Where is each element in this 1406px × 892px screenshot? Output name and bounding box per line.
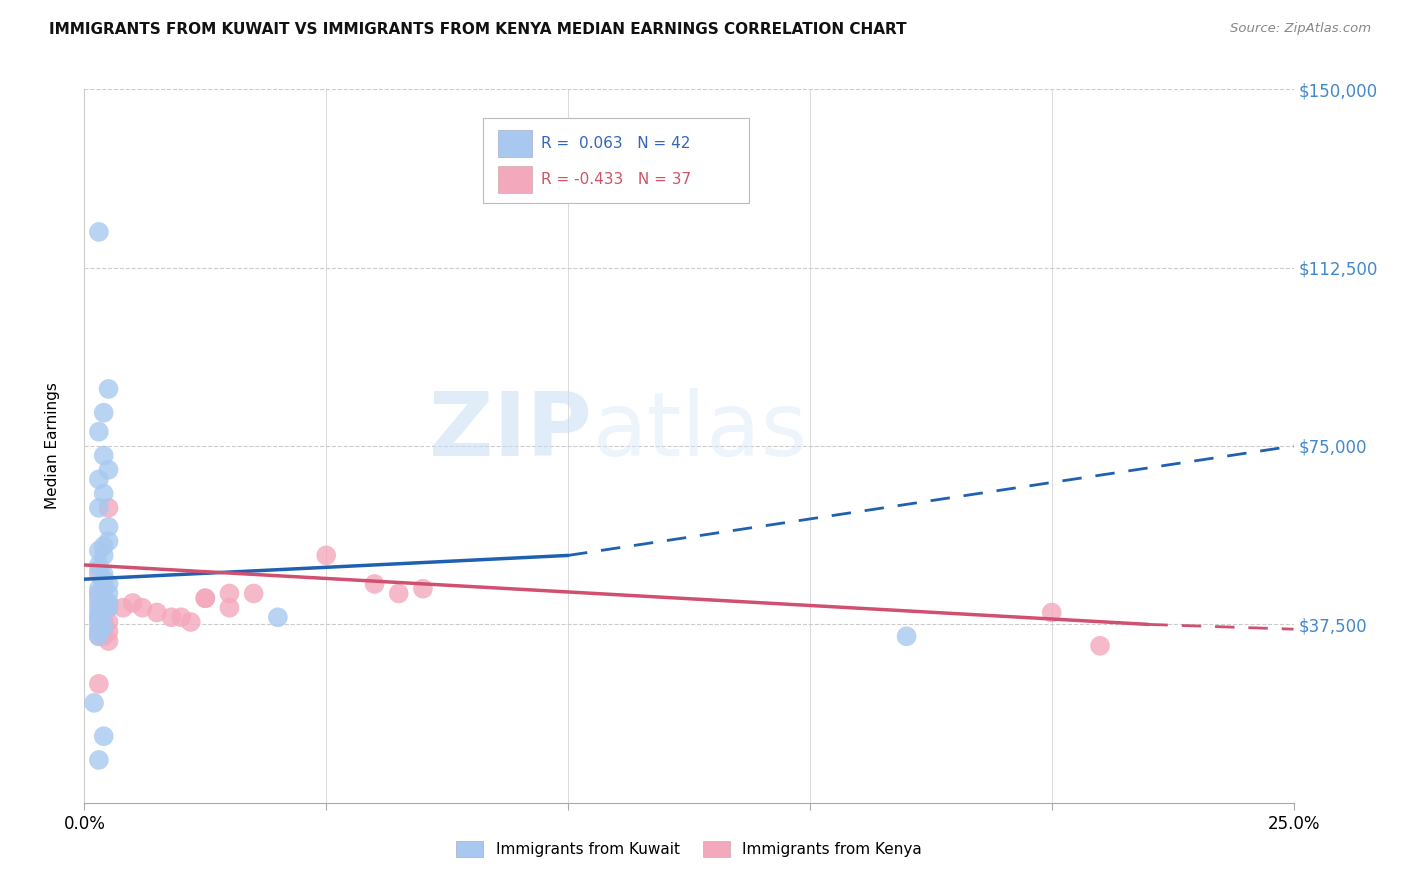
Point <box>121 596 143 610</box>
Point <box>87 596 110 610</box>
Point <box>87 563 110 577</box>
Point <box>87 600 110 615</box>
Point <box>87 629 110 643</box>
Point <box>97 520 120 534</box>
Point <box>87 591 110 606</box>
Point <box>87 586 110 600</box>
Point <box>93 620 115 634</box>
Point <box>315 549 337 563</box>
Point <box>97 615 120 629</box>
Point <box>267 610 290 624</box>
Point <box>87 582 110 596</box>
Text: R = -0.433   N = 37: R = -0.433 N = 37 <box>541 171 692 186</box>
Point <box>93 549 115 563</box>
Point <box>170 610 193 624</box>
Point <box>112 600 135 615</box>
Point <box>93 615 115 629</box>
Point <box>87 472 110 486</box>
Point <box>87 629 110 643</box>
Point <box>87 500 110 515</box>
Point <box>93 620 115 634</box>
Text: ZIP: ZIP <box>429 388 592 475</box>
Point <box>87 624 110 639</box>
Point <box>97 586 120 600</box>
Text: atlas: atlas <box>592 388 807 475</box>
Point <box>87 567 110 582</box>
Point <box>93 596 115 610</box>
Point <box>194 591 217 606</box>
Point <box>97 463 120 477</box>
Point <box>160 610 183 624</box>
Point <box>93 449 115 463</box>
Point <box>87 606 110 620</box>
Point <box>93 539 115 553</box>
Point <box>87 225 110 239</box>
Point <box>87 610 110 624</box>
Point <box>1088 639 1111 653</box>
Point <box>1040 606 1063 620</box>
Point <box>87 425 110 439</box>
Text: IMMIGRANTS FROM KUWAIT VS IMMIGRANTS FROM KENYA MEDIAN EARNINGS CORRELATION CHAR: IMMIGRANTS FROM KUWAIT VS IMMIGRANTS FRO… <box>49 22 907 37</box>
Point <box>87 558 110 572</box>
Point <box>87 624 110 639</box>
Point <box>131 600 153 615</box>
Point <box>97 534 120 549</box>
Point <box>93 486 115 500</box>
Point <box>97 600 120 615</box>
Point <box>97 624 120 639</box>
Point <box>87 677 110 691</box>
FancyBboxPatch shape <box>498 130 531 157</box>
Point <box>896 629 918 643</box>
Point <box>93 572 115 586</box>
Point <box>97 634 120 648</box>
Point <box>87 615 110 629</box>
Point <box>146 606 169 620</box>
Point <box>97 596 120 610</box>
Point <box>97 500 120 515</box>
Point <box>93 406 115 420</box>
Point <box>93 629 115 643</box>
Y-axis label: Median Earnings: Median Earnings <box>45 383 60 509</box>
Point <box>218 586 240 600</box>
Point <box>87 610 110 624</box>
Point <box>87 620 110 634</box>
Point <box>93 591 115 606</box>
Point <box>97 596 120 610</box>
Point <box>93 606 115 620</box>
Point <box>93 567 115 582</box>
Point <box>93 591 115 606</box>
Point <box>218 600 240 615</box>
Point <box>83 696 105 710</box>
Point <box>93 577 115 591</box>
FancyBboxPatch shape <box>498 166 531 193</box>
Text: R =  0.063   N = 42: R = 0.063 N = 42 <box>541 136 690 151</box>
Point <box>93 582 115 596</box>
Point <box>388 586 411 600</box>
Legend: Immigrants from Kuwait, Immigrants from Kenya: Immigrants from Kuwait, Immigrants from … <box>450 835 928 863</box>
Point <box>87 753 110 767</box>
Point <box>87 586 110 600</box>
Point <box>412 582 434 596</box>
Point <box>97 577 120 591</box>
Point <box>87 543 110 558</box>
Point <box>93 606 115 620</box>
Point <box>242 586 264 600</box>
Point <box>93 729 115 743</box>
Point <box>97 600 120 615</box>
Point <box>97 382 120 396</box>
FancyBboxPatch shape <box>484 118 749 203</box>
Point <box>180 615 202 629</box>
Point <box>363 577 385 591</box>
Text: Source: ZipAtlas.com: Source: ZipAtlas.com <box>1230 22 1371 36</box>
Point <box>194 591 217 606</box>
